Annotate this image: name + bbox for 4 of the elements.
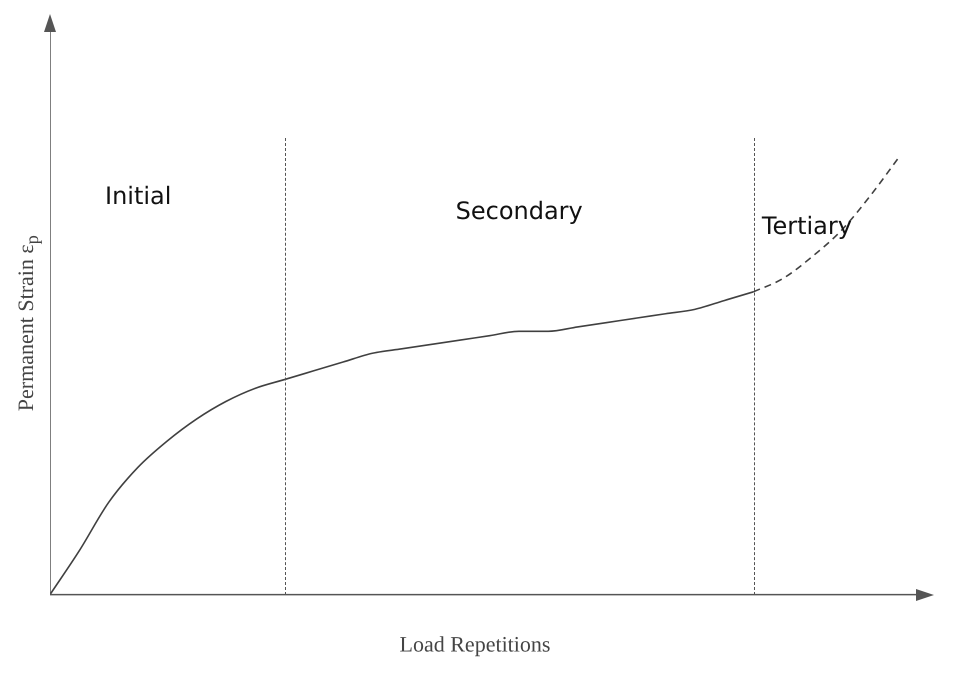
annotation: Initial	[105, 182, 172, 210]
annotation: Tertiary	[760, 212, 852, 240]
x-axis-title: Load Repetitions	[400, 632, 550, 657]
annotation: Secondary	[456, 197, 583, 226]
